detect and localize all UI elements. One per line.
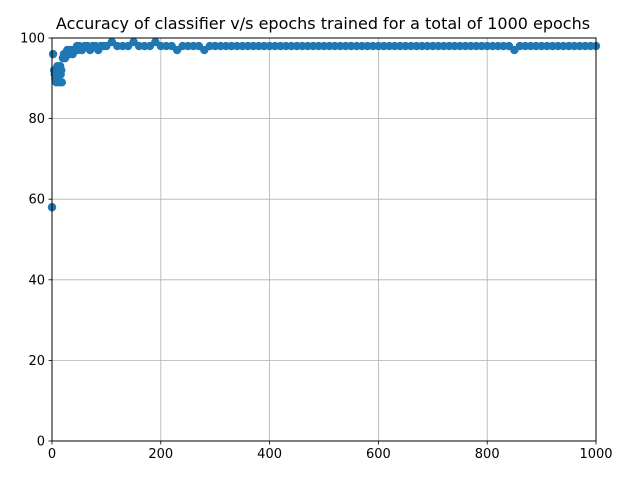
plot-frame (51, 37, 597, 442)
chart-title: Accuracy of classifier v/s epochs traine… (56, 14, 590, 33)
y-tick-label: 80 (28, 112, 45, 127)
x-tick-label: 600 (366, 447, 391, 462)
y-tick-label: 100 (20, 32, 45, 47)
point-layer (47, 37, 601, 212)
data-point (57, 78, 66, 87)
data-point (48, 49, 58, 59)
x-tick-label: 1000 (579, 447, 612, 462)
data-point (57, 66, 66, 75)
y-tick-label: 0 (37, 435, 45, 450)
x-tick-label: 200 (148, 447, 173, 462)
y-tick-label: 60 (28, 193, 45, 208)
x-tick-label: 0 (48, 447, 56, 462)
y-tick-label: 40 (28, 273, 45, 288)
y-tick-label: 20 (28, 354, 45, 369)
tick-layer: 0 200 400 600 800 1000 0 20 40 60 80 100 (20, 32, 612, 463)
x-tick-label: 400 (257, 447, 282, 462)
x-tick-label: 800 (475, 447, 500, 462)
plot-area (52, 38, 596, 441)
grid-layer (51, 37, 597, 442)
